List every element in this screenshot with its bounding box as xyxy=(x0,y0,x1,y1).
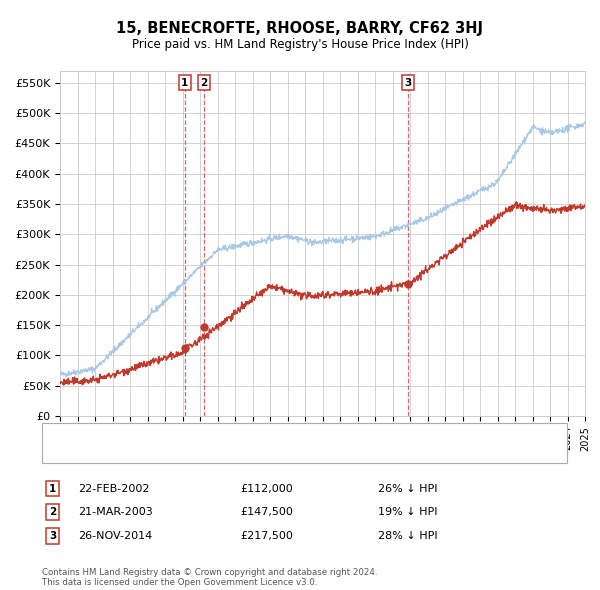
Text: ——: —— xyxy=(54,427,79,440)
Text: 26% ↓ HPI: 26% ↓ HPI xyxy=(378,484,437,493)
Text: £217,500: £217,500 xyxy=(240,531,293,540)
Text: 21-MAR-2003: 21-MAR-2003 xyxy=(78,507,153,517)
Text: 1: 1 xyxy=(181,78,188,88)
Text: 3: 3 xyxy=(404,78,412,88)
Text: 2: 2 xyxy=(49,507,56,517)
Text: £147,500: £147,500 xyxy=(240,507,293,517)
Text: 19% ↓ HPI: 19% ↓ HPI xyxy=(378,507,437,517)
Text: This data is licensed under the Open Government Licence v3.0.: This data is licensed under the Open Gov… xyxy=(42,578,317,588)
Text: 3: 3 xyxy=(49,531,56,540)
Text: ——: —— xyxy=(54,447,79,460)
Text: Contains HM Land Registry data © Crown copyright and database right 2024.: Contains HM Land Registry data © Crown c… xyxy=(42,568,377,577)
Text: 22-FEB-2002: 22-FEB-2002 xyxy=(78,484,149,493)
Text: 26-NOV-2014: 26-NOV-2014 xyxy=(78,531,152,540)
Text: 28% ↓ HPI: 28% ↓ HPI xyxy=(378,531,437,540)
Text: 2: 2 xyxy=(200,78,208,88)
Text: £112,000: £112,000 xyxy=(240,484,293,493)
Text: Price paid vs. HM Land Registry's House Price Index (HPI): Price paid vs. HM Land Registry's House … xyxy=(131,38,469,51)
Text: 15, BENECROFTE, RHOOSE, BARRY, CF62 3HJ (detached house): 15, BENECROFTE, RHOOSE, BARRY, CF62 3HJ … xyxy=(87,429,403,439)
Text: HPI: Average price, detached house, Vale of Glamorgan: HPI: Average price, detached house, Vale… xyxy=(87,448,364,458)
Text: 1: 1 xyxy=(49,484,56,493)
Text: 15, BENECROFTE, RHOOSE, BARRY, CF62 3HJ: 15, BENECROFTE, RHOOSE, BARRY, CF62 3HJ xyxy=(116,21,484,35)
